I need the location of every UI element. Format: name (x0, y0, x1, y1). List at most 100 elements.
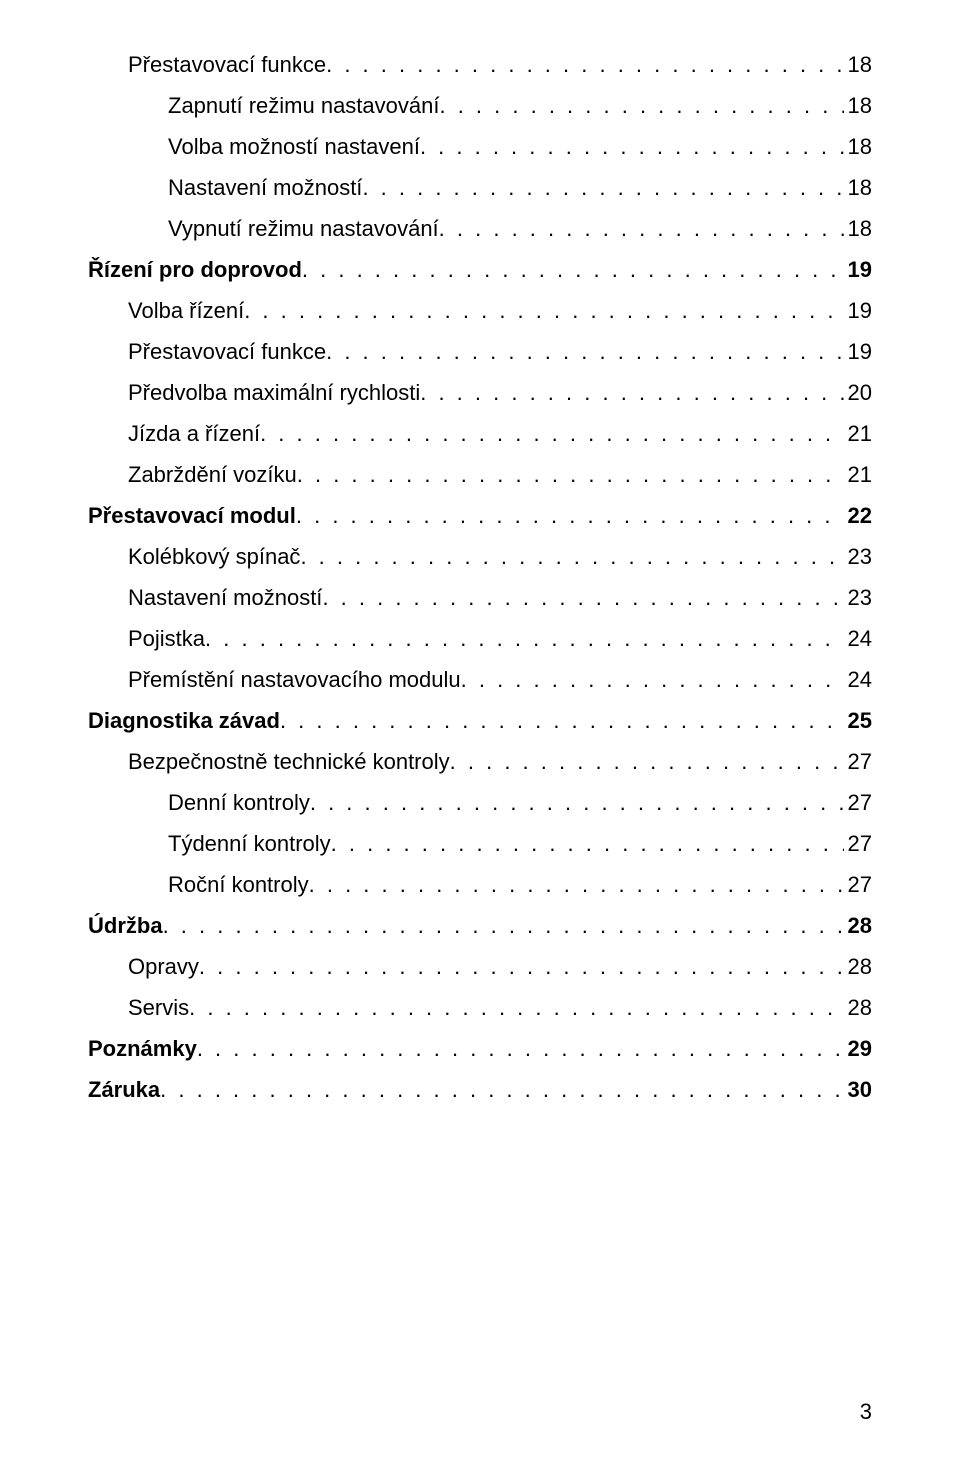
toc-entry: Zabrždění vozíku 21 (88, 458, 872, 491)
toc-leader-dots (420, 130, 844, 163)
toc-leader-dots (309, 868, 844, 901)
toc-entry-label: Nastavení možností (168, 171, 362, 204)
toc-entry: Volba možností nastavení 18 (88, 130, 872, 163)
toc-entry-label: Poznámky (88, 1032, 197, 1065)
toc-entry-page: 18 (844, 130, 872, 163)
toc-entry: Opravy 28 (88, 950, 872, 983)
toc-entry-label: Přestavovací funkce (128, 48, 326, 81)
toc-entry-label: Volba možností nastavení (168, 130, 420, 163)
toc-entry-page: 18 (844, 89, 872, 122)
toc-leader-dots (450, 745, 844, 778)
toc-entry: Diagnostika závad25 (88, 704, 872, 737)
toc-leader-dots (310, 786, 844, 819)
toc-entry: Denní kontroly 27 (88, 786, 872, 819)
toc-entry: Jízda a řízení 21 (88, 417, 872, 450)
toc-entry-label: Řízení pro doprovod (88, 253, 302, 286)
toc-entry-page: 28 (844, 950, 872, 983)
toc-leader-dots (322, 581, 843, 614)
page-number: 3 (860, 1399, 872, 1425)
toc-entry-label: Denní kontroly (168, 786, 310, 819)
toc-leader-dots (331, 827, 844, 860)
toc-entry: Řízení pro doprovod 19 (88, 253, 872, 286)
toc-leader-dots (197, 1032, 844, 1065)
toc-entry-label: Přestavovací funkce (128, 335, 326, 368)
toc-leader-dots (439, 89, 843, 122)
toc-entry-page: 19 (844, 253, 872, 286)
toc-entry-page: 23 (844, 581, 872, 614)
toc-entry: Vypnutí režimu nastavování 18 (88, 212, 872, 245)
toc-entry-label: Kolébkový spínač (128, 540, 300, 573)
toc-leader-dots (439, 212, 844, 245)
toc-entry-label: Diagnostika závad (88, 704, 280, 737)
toc-entry-page: 28 (844, 991, 872, 1024)
toc-leader-dots (326, 48, 843, 81)
toc-entry-page: 21 (844, 417, 872, 450)
toc-entry: Zapnutí režimu nastavování 18 (88, 89, 872, 122)
toc-leader-dots (296, 499, 844, 532)
toc-entry-page: 27 (844, 827, 872, 860)
toc-leader-dots (199, 950, 844, 983)
toc-entry: Bezpečnostně technické kontroly 27 (88, 745, 872, 778)
toc-leader-dots (205, 622, 843, 655)
toc-entry-label: Záruka (88, 1073, 160, 1106)
toc-entry-label: Bezpečnostně technické kontroly (128, 745, 450, 778)
toc-entry: Roční kontroly 27 (88, 868, 872, 901)
toc-entry: Pojistka 24 (88, 622, 872, 655)
toc-leader-dots (260, 417, 843, 450)
toc-entry-label: Jízda a řízení (128, 417, 260, 450)
toc-entry-label: Týdenní kontroly (168, 827, 331, 860)
toc-leader-dots (302, 253, 844, 286)
toc-entry-page: 27 (844, 868, 872, 901)
toc-entry: Přestavovací funkce 19 (88, 335, 872, 368)
toc-entry-page: 18 (844, 212, 872, 245)
table-of-contents: Přestavovací funkce18Zapnutí režimu nast… (88, 48, 872, 1106)
toc-leader-dots (244, 294, 843, 327)
toc-entry: Přemístění nastavovacího modulu 24 (88, 663, 872, 696)
toc-leader-dots (163, 909, 844, 942)
toc-entry-page: 20 (844, 376, 872, 409)
toc-entry: Týdenní kontroly 27 (88, 827, 872, 860)
toc-leader-dots (297, 458, 844, 491)
toc-entry-page: 18 (844, 48, 872, 81)
toc-entry-label: Přemístění nastavovacího modulu (128, 663, 461, 696)
toc-entry: Nastavení možností23 (88, 581, 872, 614)
toc-entry-page: 18 (844, 171, 872, 204)
toc-entry-page: 30 (844, 1073, 872, 1106)
toc-entry-label: Servis (128, 991, 189, 1024)
toc-entry-page: 19 (844, 294, 872, 327)
page: Přestavovací funkce18Zapnutí režimu nast… (0, 0, 960, 1461)
toc-leader-dots (420, 376, 843, 409)
toc-entry-page: 27 (844, 745, 872, 778)
toc-entry-label: Předvolba maximální rychlosti (128, 376, 420, 409)
toc-leader-dots (300, 540, 843, 573)
toc-entry-page: 24 (844, 622, 872, 655)
toc-entry: Kolébkový spínač 23 (88, 540, 872, 573)
toc-entry-page: 21 (844, 458, 872, 491)
toc-entry-page: 28 (844, 909, 872, 942)
toc-entry-page: 19 (844, 335, 872, 368)
toc-entry-label: Zapnutí režimu nastavování (168, 89, 439, 122)
toc-leader-dots (280, 704, 844, 737)
toc-entry: Záruka 30 (88, 1073, 872, 1106)
toc-entry-label: Vypnutí režimu nastavování (168, 212, 439, 245)
toc-entry-page: 29 (844, 1032, 872, 1065)
toc-entry: Poznámky 29 (88, 1032, 872, 1065)
toc-leader-dots (189, 991, 843, 1024)
toc-entry-label: Opravy (128, 950, 199, 983)
toc-entry-label: Údržba (88, 909, 163, 942)
toc-entry: Nastavení možností 18 (88, 171, 872, 204)
toc-entry-label: Zabrždění vozíku (128, 458, 297, 491)
toc-entry: Volba řízení19 (88, 294, 872, 327)
toc-entry-label: Přestavovací modul (88, 499, 296, 532)
toc-entry-page: 22 (844, 499, 872, 532)
toc-leader-dots (362, 171, 843, 204)
toc-entry-page: 24 (844, 663, 872, 696)
toc-entry-page: 27 (844, 786, 872, 819)
toc-entry-page: 23 (844, 540, 872, 573)
toc-leader-dots (326, 335, 843, 368)
toc-entry-label: Pojistka (128, 622, 205, 655)
toc-entry: Servis 28 (88, 991, 872, 1024)
toc-entry-label: Roční kontroly (168, 868, 309, 901)
toc-leader-dots (461, 663, 844, 696)
toc-entry: Údržba 28 (88, 909, 872, 942)
